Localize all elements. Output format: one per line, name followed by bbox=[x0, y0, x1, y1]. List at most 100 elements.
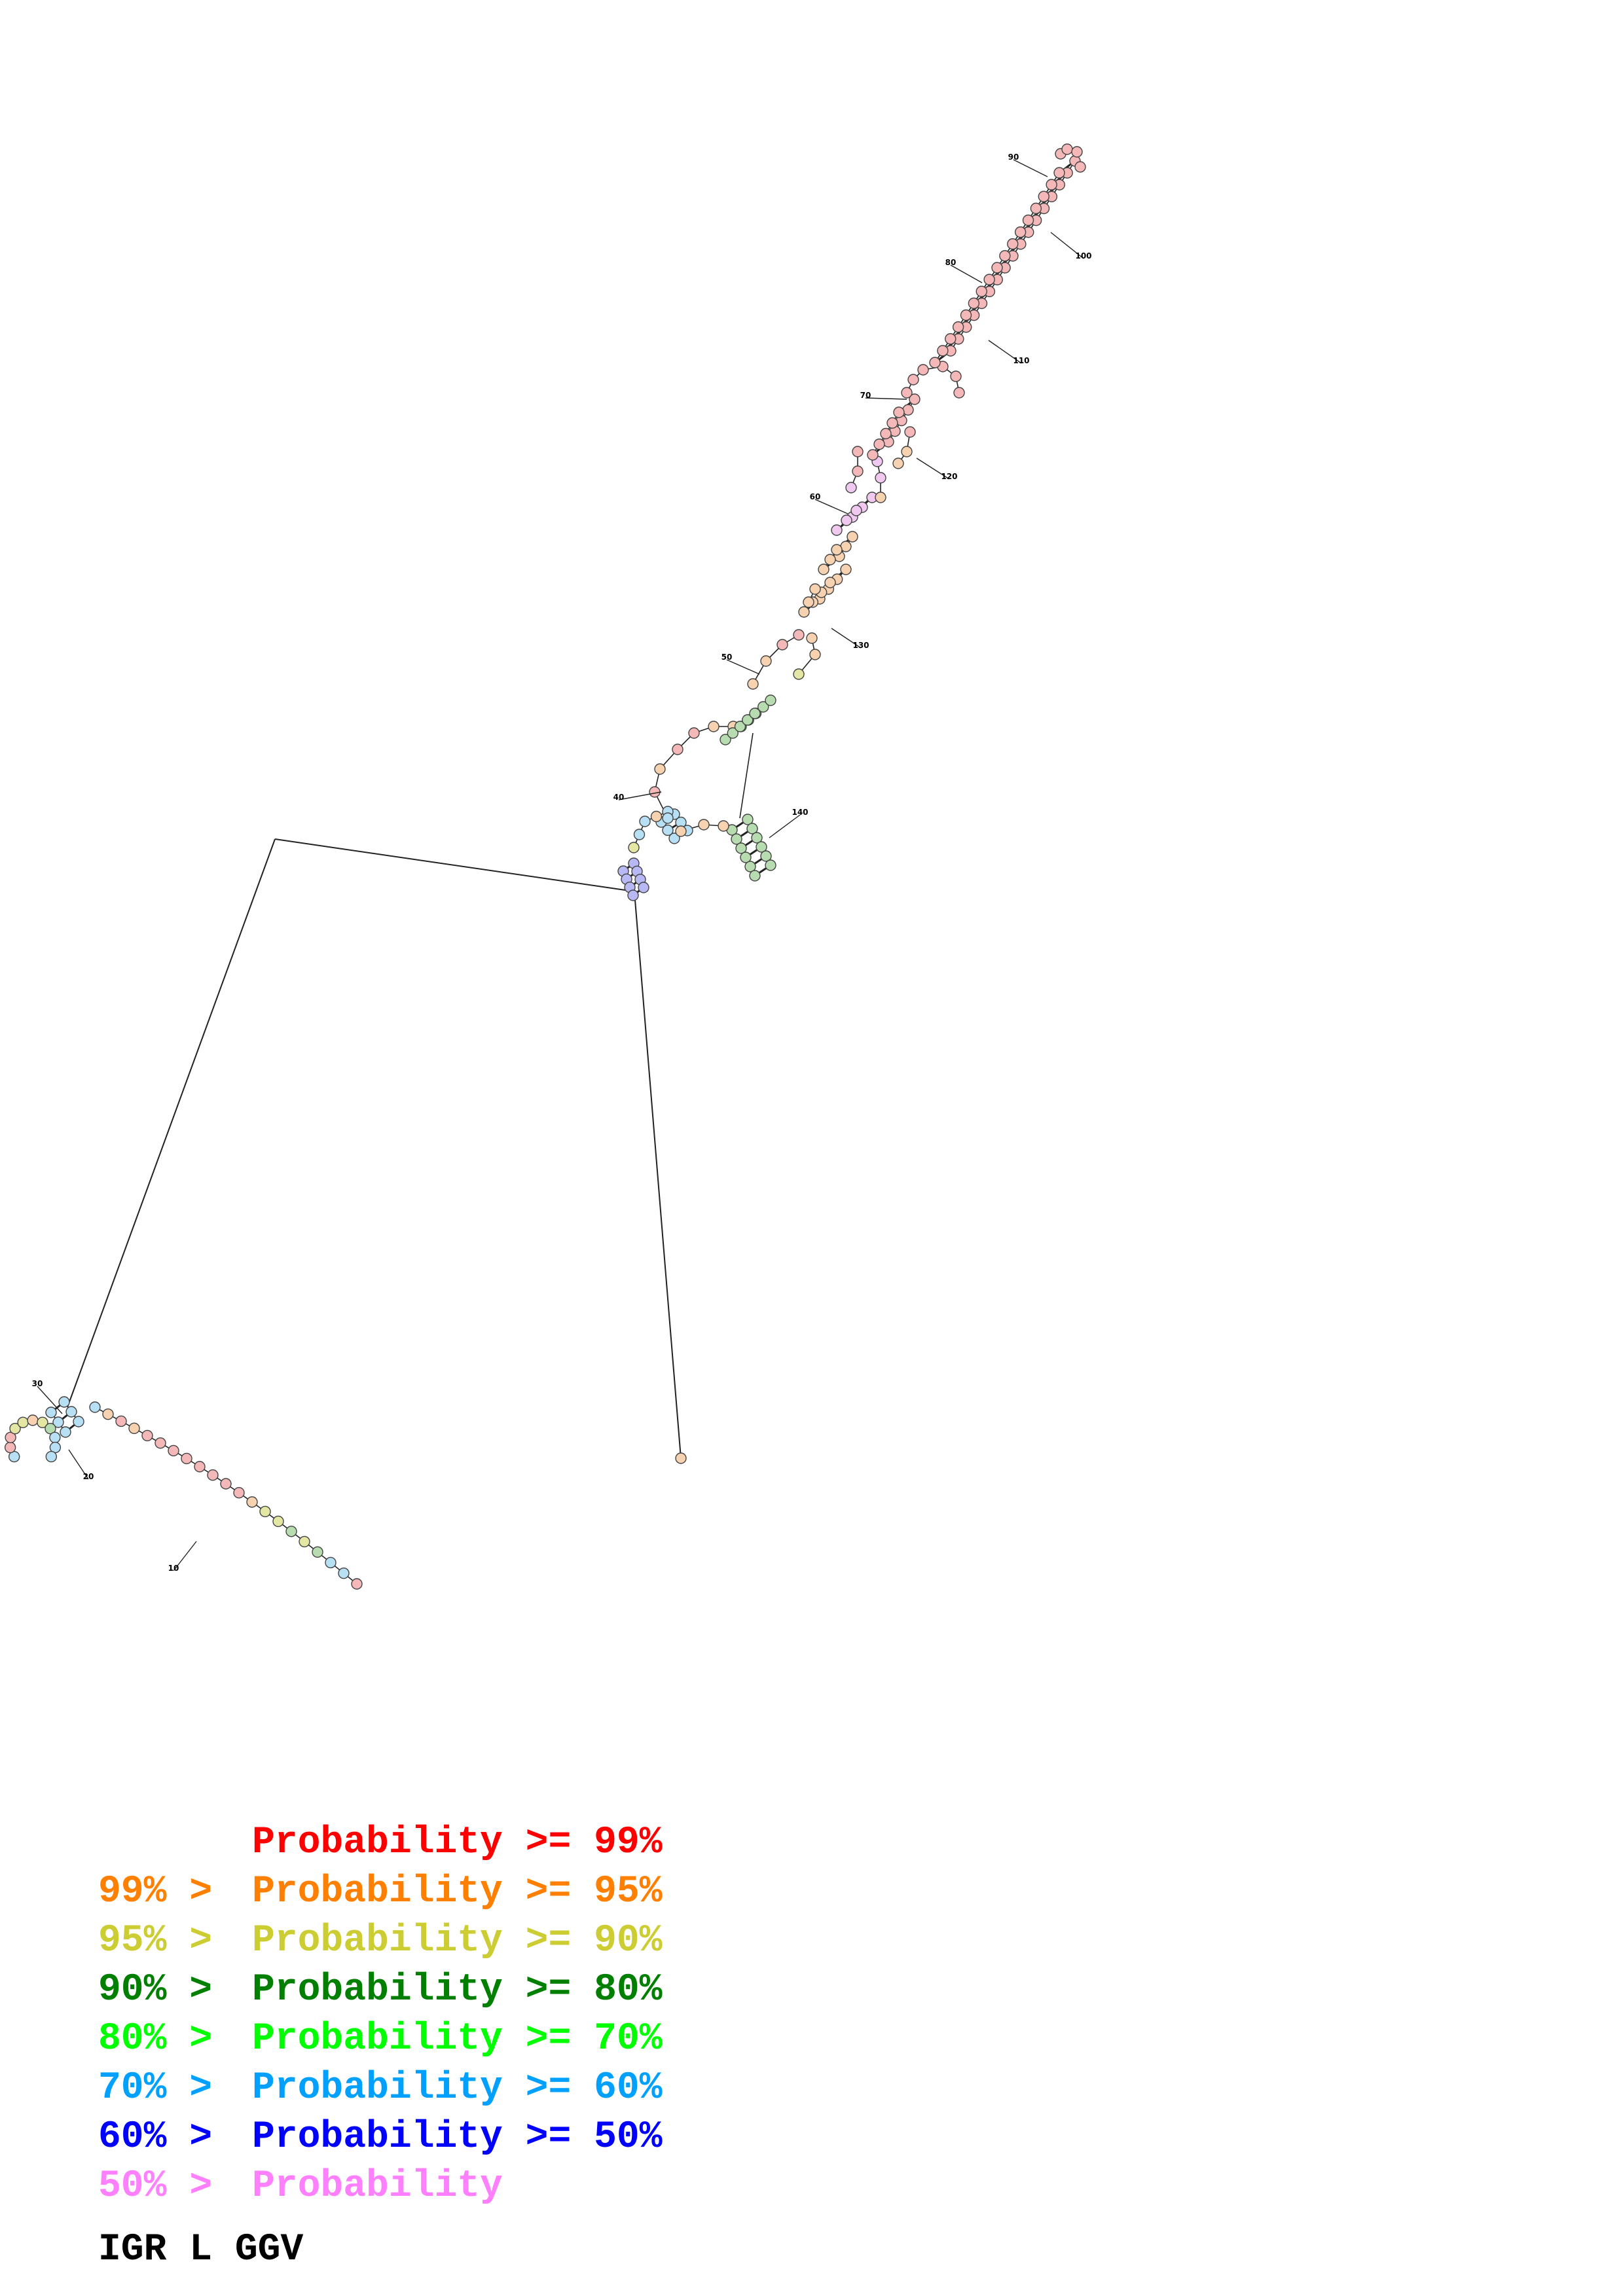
position-label: 40 bbox=[613, 793, 625, 802]
nucleotide bbox=[351, 1578, 363, 1590]
nucleotide bbox=[128, 1422, 140, 1435]
position-label-leader bbox=[814, 499, 848, 514]
legend-row: 80% > Probability >= 70% bbox=[98, 2015, 663, 2064]
nucleotide bbox=[803, 596, 814, 608]
legend-prefix: 80% > bbox=[98, 2018, 213, 2060]
rna-structure-diagram: 10 20 30 40 50 60 70 80 90 100 110 120 130 140 bbox=[4, 143, 1092, 1590]
nucleotide bbox=[1007, 238, 1019, 250]
nucleotides bbox=[4, 143, 1086, 1590]
nucleotide bbox=[207, 1469, 219, 1481]
nucleotide bbox=[628, 842, 640, 853]
nucleotide bbox=[875, 472, 886, 484]
nucleotide bbox=[662, 812, 674, 824]
position-label-leader bbox=[726, 659, 760, 675]
nucleotide bbox=[299, 1535, 310, 1548]
probability-legend: Probability >= 99% 99% > Probability >= 95… bbox=[98, 1818, 663, 2211]
nucleotide bbox=[168, 1444, 179, 1457]
structure-caption: IGR L GGV bbox=[98, 2229, 304, 2271]
nucleotide bbox=[668, 833, 680, 844]
nucleotide bbox=[1053, 167, 1065, 179]
legend-suffix: >= 80% bbox=[502, 1969, 663, 2011]
legend-suffix: >= 90% bbox=[502, 1920, 663, 1962]
nucleotide bbox=[760, 850, 772, 862]
nucleotide bbox=[89, 1401, 101, 1413]
nucleotide bbox=[806, 632, 818, 644]
position-label: 140 bbox=[792, 808, 808, 817]
rna-backbone bbox=[9, 149, 1081, 1585]
nucleotide bbox=[852, 446, 864, 457]
nucleotide bbox=[5, 1431, 16, 1443]
nucleotide bbox=[760, 655, 772, 667]
nucleotide bbox=[831, 524, 843, 536]
nucleotide bbox=[776, 639, 788, 651]
legend-label: Probability bbox=[252, 1871, 503, 1913]
nucleotide bbox=[27, 1414, 39, 1426]
nucleotide bbox=[793, 629, 805, 641]
position-label: 30 bbox=[32, 1379, 43, 1388]
position-label: 100 bbox=[1075, 251, 1091, 260]
nucleotide bbox=[757, 701, 769, 713]
nucleotide bbox=[37, 1416, 48, 1429]
legend-suffix: >= 99% bbox=[502, 1821, 663, 1864]
nucleotide bbox=[852, 465, 864, 477]
legend-label: Probability bbox=[252, 2067, 503, 2109]
nucleotide bbox=[734, 721, 746, 732]
nucleotide bbox=[246, 1496, 258, 1508]
legend-prefix: 50% > bbox=[98, 2165, 213, 2208]
position-label-leader bbox=[173, 1541, 197, 1571]
nucleotide bbox=[73, 1416, 84, 1427]
nucleotide bbox=[873, 439, 885, 450]
legend-suffix: >= 70% bbox=[502, 2018, 663, 2060]
nucleotide bbox=[917, 364, 929, 376]
nucleotide bbox=[840, 564, 852, 575]
nucleotide bbox=[798, 606, 810, 618]
position-label: 60 bbox=[810, 492, 821, 501]
legend-label: Probability bbox=[252, 2018, 503, 2060]
position-label-leader bbox=[988, 340, 1022, 364]
backbone-link bbox=[67, 838, 276, 1408]
nucleotide bbox=[155, 1437, 166, 1449]
legend-prefix: 95% > bbox=[98, 1920, 213, 1962]
position-label: 20 bbox=[83, 1472, 94, 1481]
legend-label: Probability bbox=[252, 1920, 503, 1962]
nucleotide bbox=[841, 514, 852, 526]
nucleotide bbox=[708, 721, 720, 732]
legend-suffix: >= 60% bbox=[502, 2067, 663, 2109]
nucleotide bbox=[45, 1450, 58, 1463]
nucleotide bbox=[233, 1487, 245, 1499]
legend-row: 70% > Probability >= 60% bbox=[98, 2064, 663, 2113]
position-labels: 10 20 30 40 50 60 70 80 90 100 110 120 130 140 bbox=[32, 152, 1092, 1573]
nucleotide bbox=[259, 1505, 271, 1518]
nucleotide bbox=[633, 829, 646, 840]
nucleotide bbox=[65, 1406, 77, 1418]
nucleotide bbox=[929, 357, 941, 368]
nucleotide bbox=[1022, 214, 1034, 226]
legend-label: Probability bbox=[252, 1821, 503, 1864]
nucleotide bbox=[824, 577, 836, 588]
nucleotide bbox=[1046, 179, 1057, 190]
nucleotide bbox=[312, 1546, 323, 1558]
nucleotide bbox=[983, 274, 995, 285]
nucleotide bbox=[654, 763, 666, 775]
legend-prefix: 99% > bbox=[98, 1871, 213, 1913]
nucleotide bbox=[746, 823, 758, 834]
nucleotide bbox=[893, 406, 905, 418]
nucleotide bbox=[17, 1416, 29, 1429]
position-label: 120 bbox=[941, 472, 957, 481]
position-label-leader bbox=[916, 457, 950, 480]
position-label: 50 bbox=[721, 653, 733, 662]
nucleotide bbox=[950, 370, 962, 382]
nucleotide bbox=[1071, 146, 1083, 158]
nucleotide bbox=[960, 309, 972, 321]
legend-row: 90% > Probability >= 80% bbox=[98, 1965, 663, 2015]
legend-suffix: >= 50% bbox=[502, 2116, 663, 2159]
legend-label: Probability bbox=[252, 2116, 503, 2159]
nucleotide bbox=[765, 694, 776, 706]
position-label: 110 bbox=[1013, 356, 1029, 365]
nucleotide bbox=[740, 852, 752, 863]
position-label-leader bbox=[1013, 159, 1048, 177]
nucleotide bbox=[1061, 143, 1073, 155]
legend-prefix: 60% > bbox=[98, 2116, 213, 2159]
position-label-leader bbox=[865, 397, 907, 400]
nucleotide bbox=[650, 810, 663, 823]
